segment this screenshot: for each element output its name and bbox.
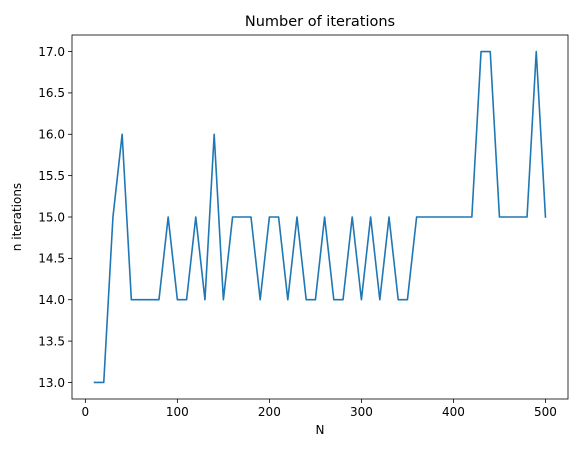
y-tick-label: 17.0 <box>38 45 65 59</box>
x-axis-label: N <box>316 423 325 437</box>
y-tick-label: 13.0 <box>38 376 65 390</box>
x-tick-label: 500 <box>534 405 557 419</box>
x-tick-label: 200 <box>258 405 281 419</box>
x-tick-label: 400 <box>442 405 465 419</box>
y-tick-label: 13.5 <box>38 334 65 348</box>
y-axis: 13.0 13.5 14.0 14.5 15.0 15.5 16.0 16.5 17.0 <box>38 45 72 390</box>
x-tick-label: 300 <box>350 405 373 419</box>
x-axis: 0 100 200 300 400 500 <box>82 399 557 419</box>
y-tick-label: 16.0 <box>38 128 65 142</box>
y-tick-label: 16.5 <box>38 86 65 100</box>
plot-frame <box>71 34 569 400</box>
y-tick-label: 15.0 <box>38 210 65 224</box>
chart-title: Number of iterations <box>245 14 395 30</box>
x-tick-label: 0 <box>82 405 90 419</box>
series-line-0 <box>93 50 547 384</box>
y-tick-label: 15.5 <box>38 169 65 183</box>
y-tick-label: 14.5 <box>38 252 65 266</box>
x-tick-label: 100 <box>166 405 189 419</box>
y-axis-label: n iterations <box>10 183 24 251</box>
series-layer <box>93 50 547 384</box>
y-tick-label: 14.0 <box>38 293 65 307</box>
